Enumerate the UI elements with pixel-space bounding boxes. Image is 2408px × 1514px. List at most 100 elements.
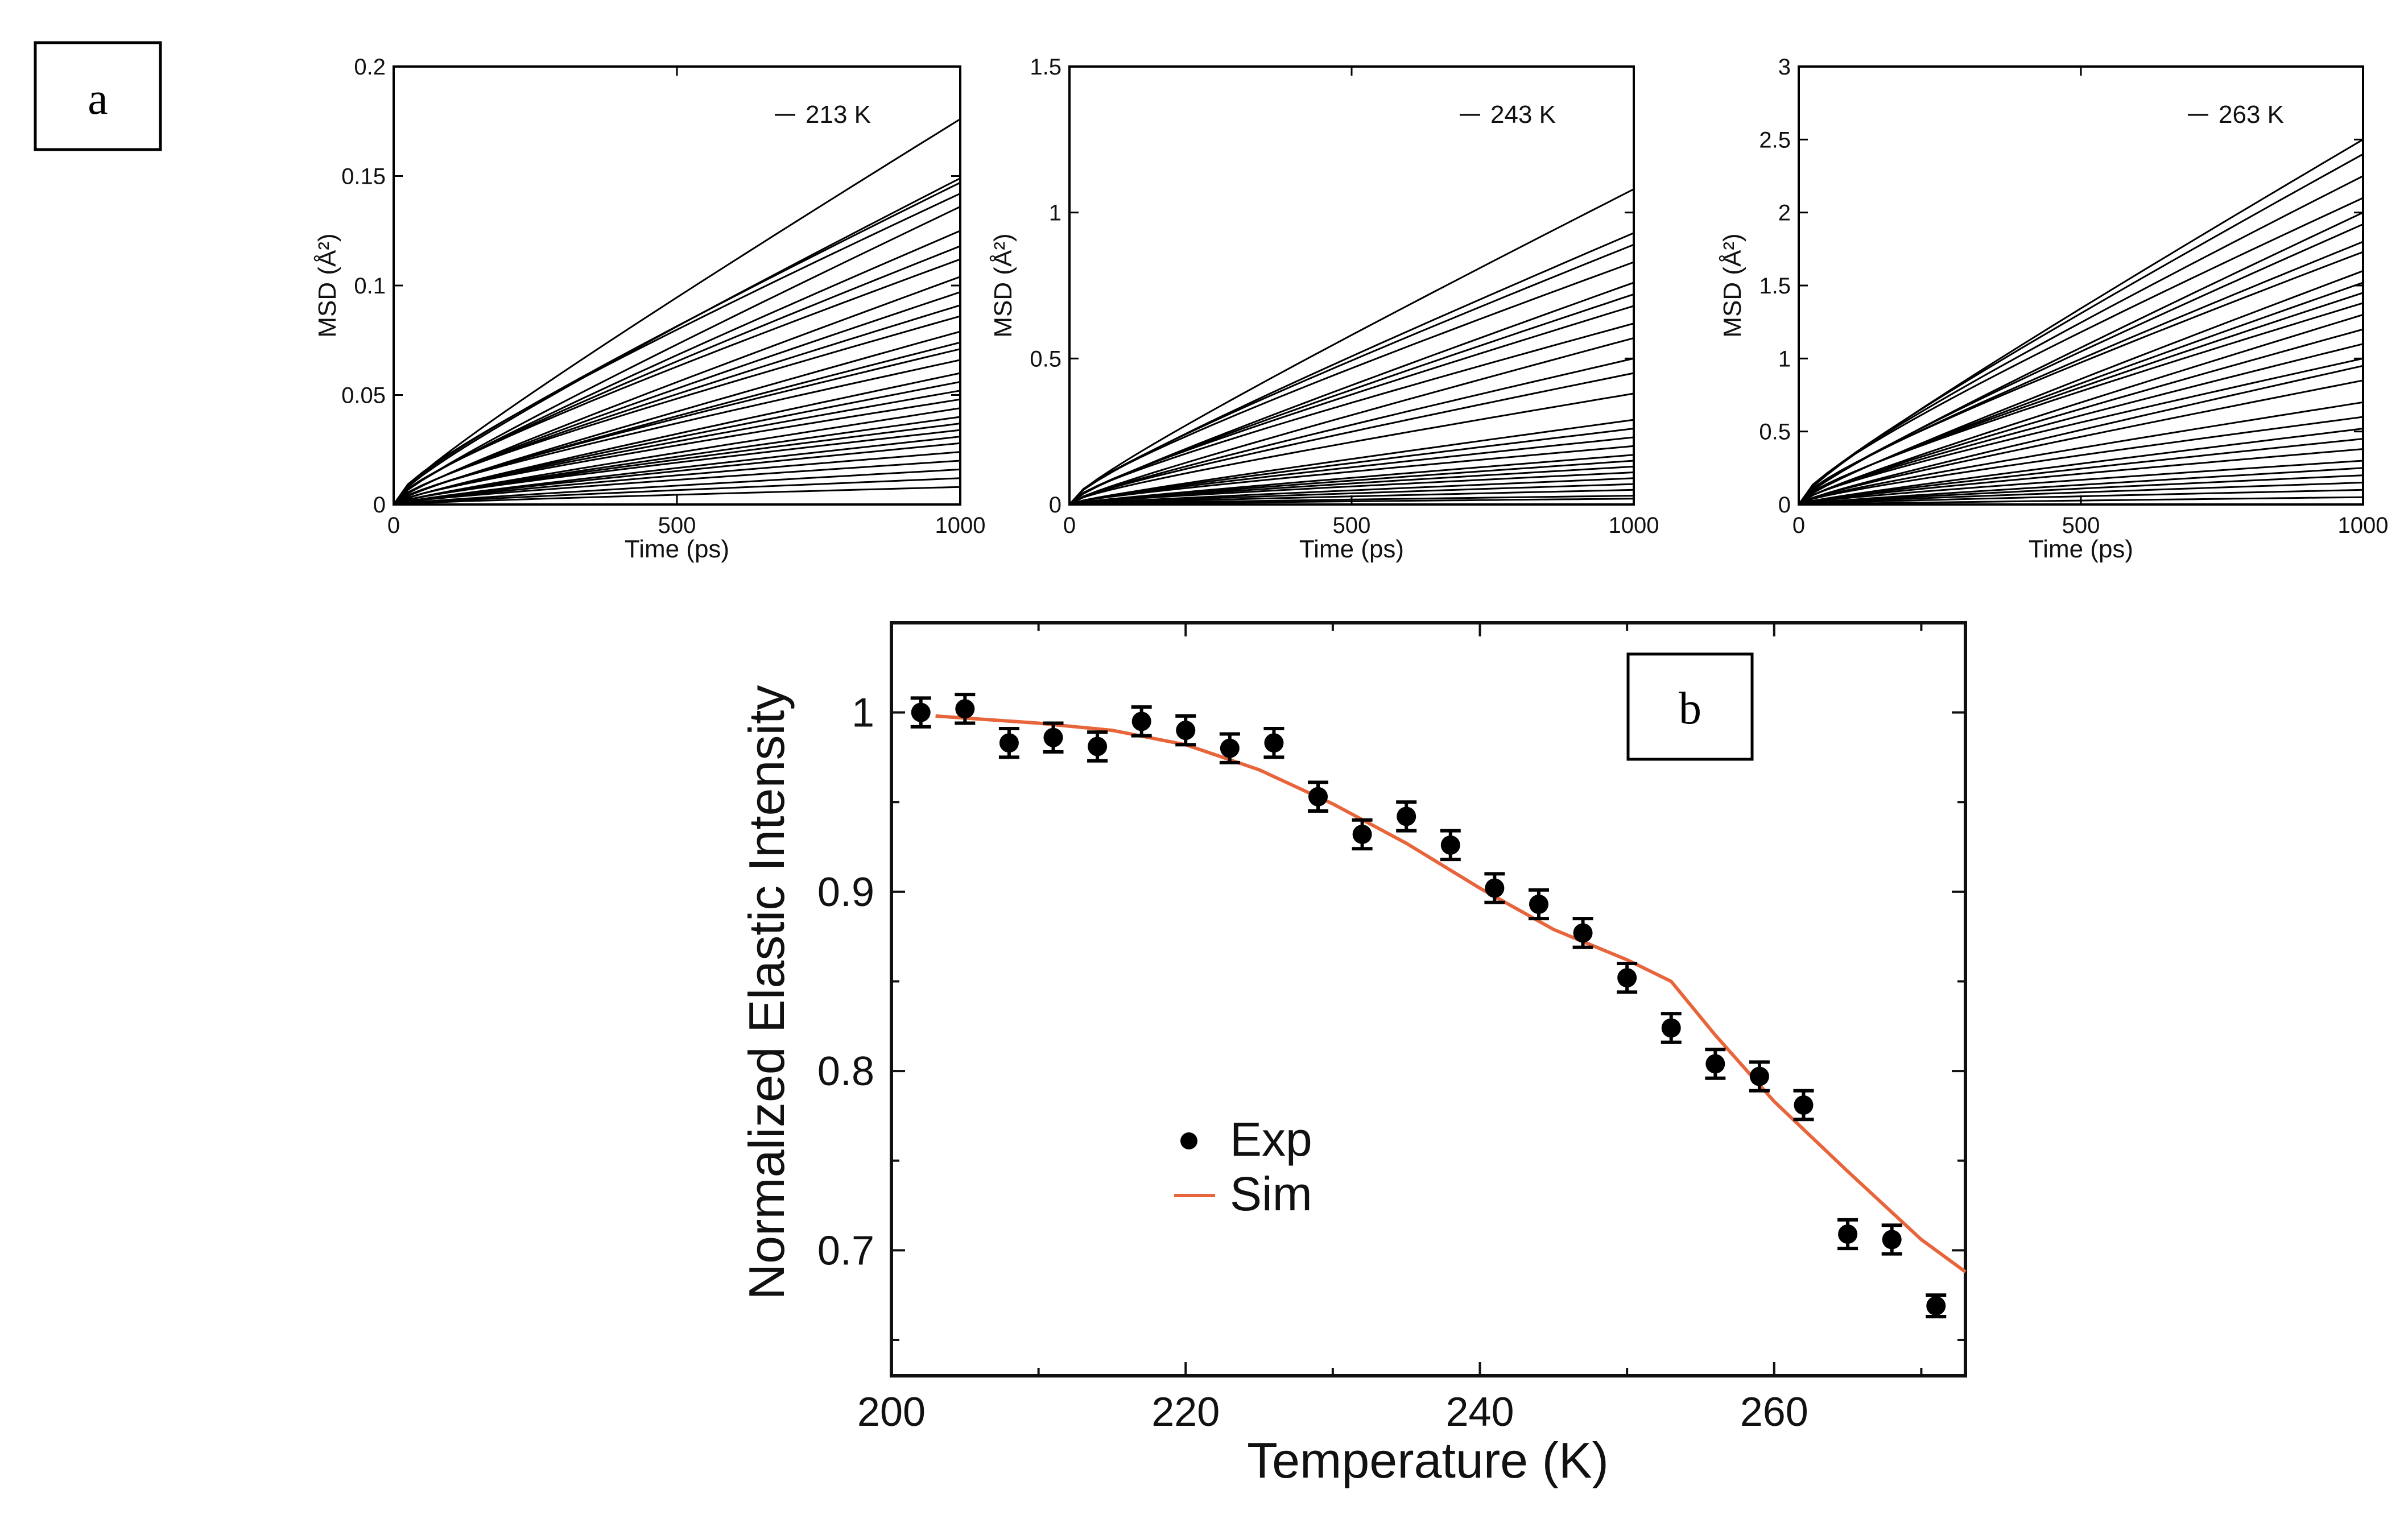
msd-series-line [1798,197,2364,505]
y-tick-label: 3 [1778,55,1791,80]
msd-series-line [1798,241,2364,506]
x-tick-label: 1000 [1609,513,1659,538]
exp-data-point [910,696,931,729]
exp-data-point [1043,721,1064,754]
legend-exp-marker [1180,1132,1197,1149]
exp-marker [1661,1018,1681,1038]
svg-text:b: b [1679,684,1701,734]
exp-data-point [955,693,976,725]
exp-data-point [1793,1089,1814,1122]
y-tick-label: 0.2 [354,55,386,80]
exp-marker [1573,923,1593,943]
x-axis-label: Time (ps) [625,535,729,563]
x-tick-label: 500 [2062,513,2100,538]
exp-data-point [1572,917,1593,949]
exp-marker [1176,721,1196,741]
y-tick-label: 2 [1778,201,1791,226]
y-tick-label: 0.5 [1759,420,1791,445]
msd-series-line [1069,460,1634,506]
y-axis-label: MSD (Å²) [989,233,1017,337]
msd-lines [1068,188,1634,506]
msd-chart-213k: 0 0.05 0.1 0.15 0.2 0 500 1000 Time (ps) MSD (… [313,55,985,563]
msd-series-line [1798,302,2364,506]
msd-series-line [1798,357,2364,506]
msd-series-line [393,258,961,505]
legend-label: 243 K [1490,101,1556,129]
msd-series-line [1069,445,1634,506]
exp-marker [1749,1066,1769,1086]
y-tick-label: 1 [852,690,874,736]
y-tick-label: 0.7 [817,1228,874,1273]
msd-chart-263k: 0 0.5 1 1.5 2 2.5 3 0 500 1000 Time (ps) MSD (Å²… [1719,55,2388,563]
msd-series-line [1798,153,2364,505]
msd-series-line [393,206,961,506]
exp-data-point [1087,730,1108,763]
msd-series-line [1798,428,2364,506]
x-tick-label: 0 [1063,513,1076,538]
exp-data-point [1881,1223,1902,1256]
y-tick-label: 1.5 [1759,274,1791,299]
legend: Exp Sim [1174,1112,1312,1221]
exp-data-point [1175,714,1196,747]
msd-lines [393,118,961,506]
x-tick-label: 1000 [2338,513,2389,538]
y-tick-label: 0.9 [817,870,874,915]
y-tick-label: 0.05 [341,383,386,408]
exp-data-point [1705,1048,1726,1080]
msd-series-line [1798,251,2364,505]
x-tick-label: 200 [857,1389,926,1435]
exp-data-point [998,726,1019,759]
msd-series-line [1798,313,2364,506]
msd-series-line [1798,474,2364,506]
y-tick-label: 0.5 [1030,346,1061,371]
exp-marker [955,699,975,719]
y-axis-label: MSD (Å²) [313,233,341,337]
exp-data-point [1440,829,1461,862]
y-axis-label: Normalized Elastic Intensity [738,685,795,1300]
exp-marker [1882,1230,1902,1250]
y-tick-label: 1.5 [1030,55,1061,80]
exp-marker [1131,712,1151,731]
y-tick-label: 0.15 [341,164,386,189]
x-tick-label: 240 [1445,1389,1514,1435]
msd-series-line [393,460,961,506]
sim-curve [935,714,1967,1273]
msd-series-line [393,291,961,506]
msd-series-line [1068,243,1634,506]
exp-marker [1264,733,1284,753]
msd-series-line [1798,482,2364,506]
panel-b-label: b [1626,652,1754,761]
elastic-intensity-chart: 0.70.80.91 200 220 240 260 Temperature (K) … [738,621,1967,1488]
exp-marker [1705,1054,1725,1074]
y-tick-label: 1 [1778,346,1791,371]
exp-marker [1397,806,1416,826]
msd-series-line [1068,188,1634,506]
msd-series-line [393,315,961,506]
x-axis-label: Temperature (K) [1247,1432,1609,1488]
exp-data-point [1528,888,1549,921]
msd-series-line [1069,428,1634,506]
x-tick-label: 220 [1151,1389,1220,1435]
msd-series-line [1069,477,1634,506]
exp-data-point [1308,780,1329,813]
msd-series-line [393,390,961,506]
exp-marker [1308,787,1328,806]
msd-series-line [393,486,961,506]
svg-text:a: a [88,74,108,124]
msd-series-line [1798,448,2364,506]
exp-data-point [1661,1012,1682,1044]
legend-sim-label: Sim [1230,1167,1312,1221]
msd-series-line [393,192,961,505]
msd-series-line [393,451,961,506]
msd-series-line [1069,419,1634,506]
msd-series-line [393,429,961,506]
exp-marker [1926,1296,1946,1316]
msd-series-line [393,359,961,506]
msd-series-line [393,477,961,506]
x-tick-label: 500 [658,513,696,538]
msd-series-line [393,276,961,506]
exp-marker [1220,738,1240,758]
msd-series-line [1798,379,2364,506]
exp-data-point [1837,1218,1858,1251]
exp-data-point [1131,705,1152,738]
